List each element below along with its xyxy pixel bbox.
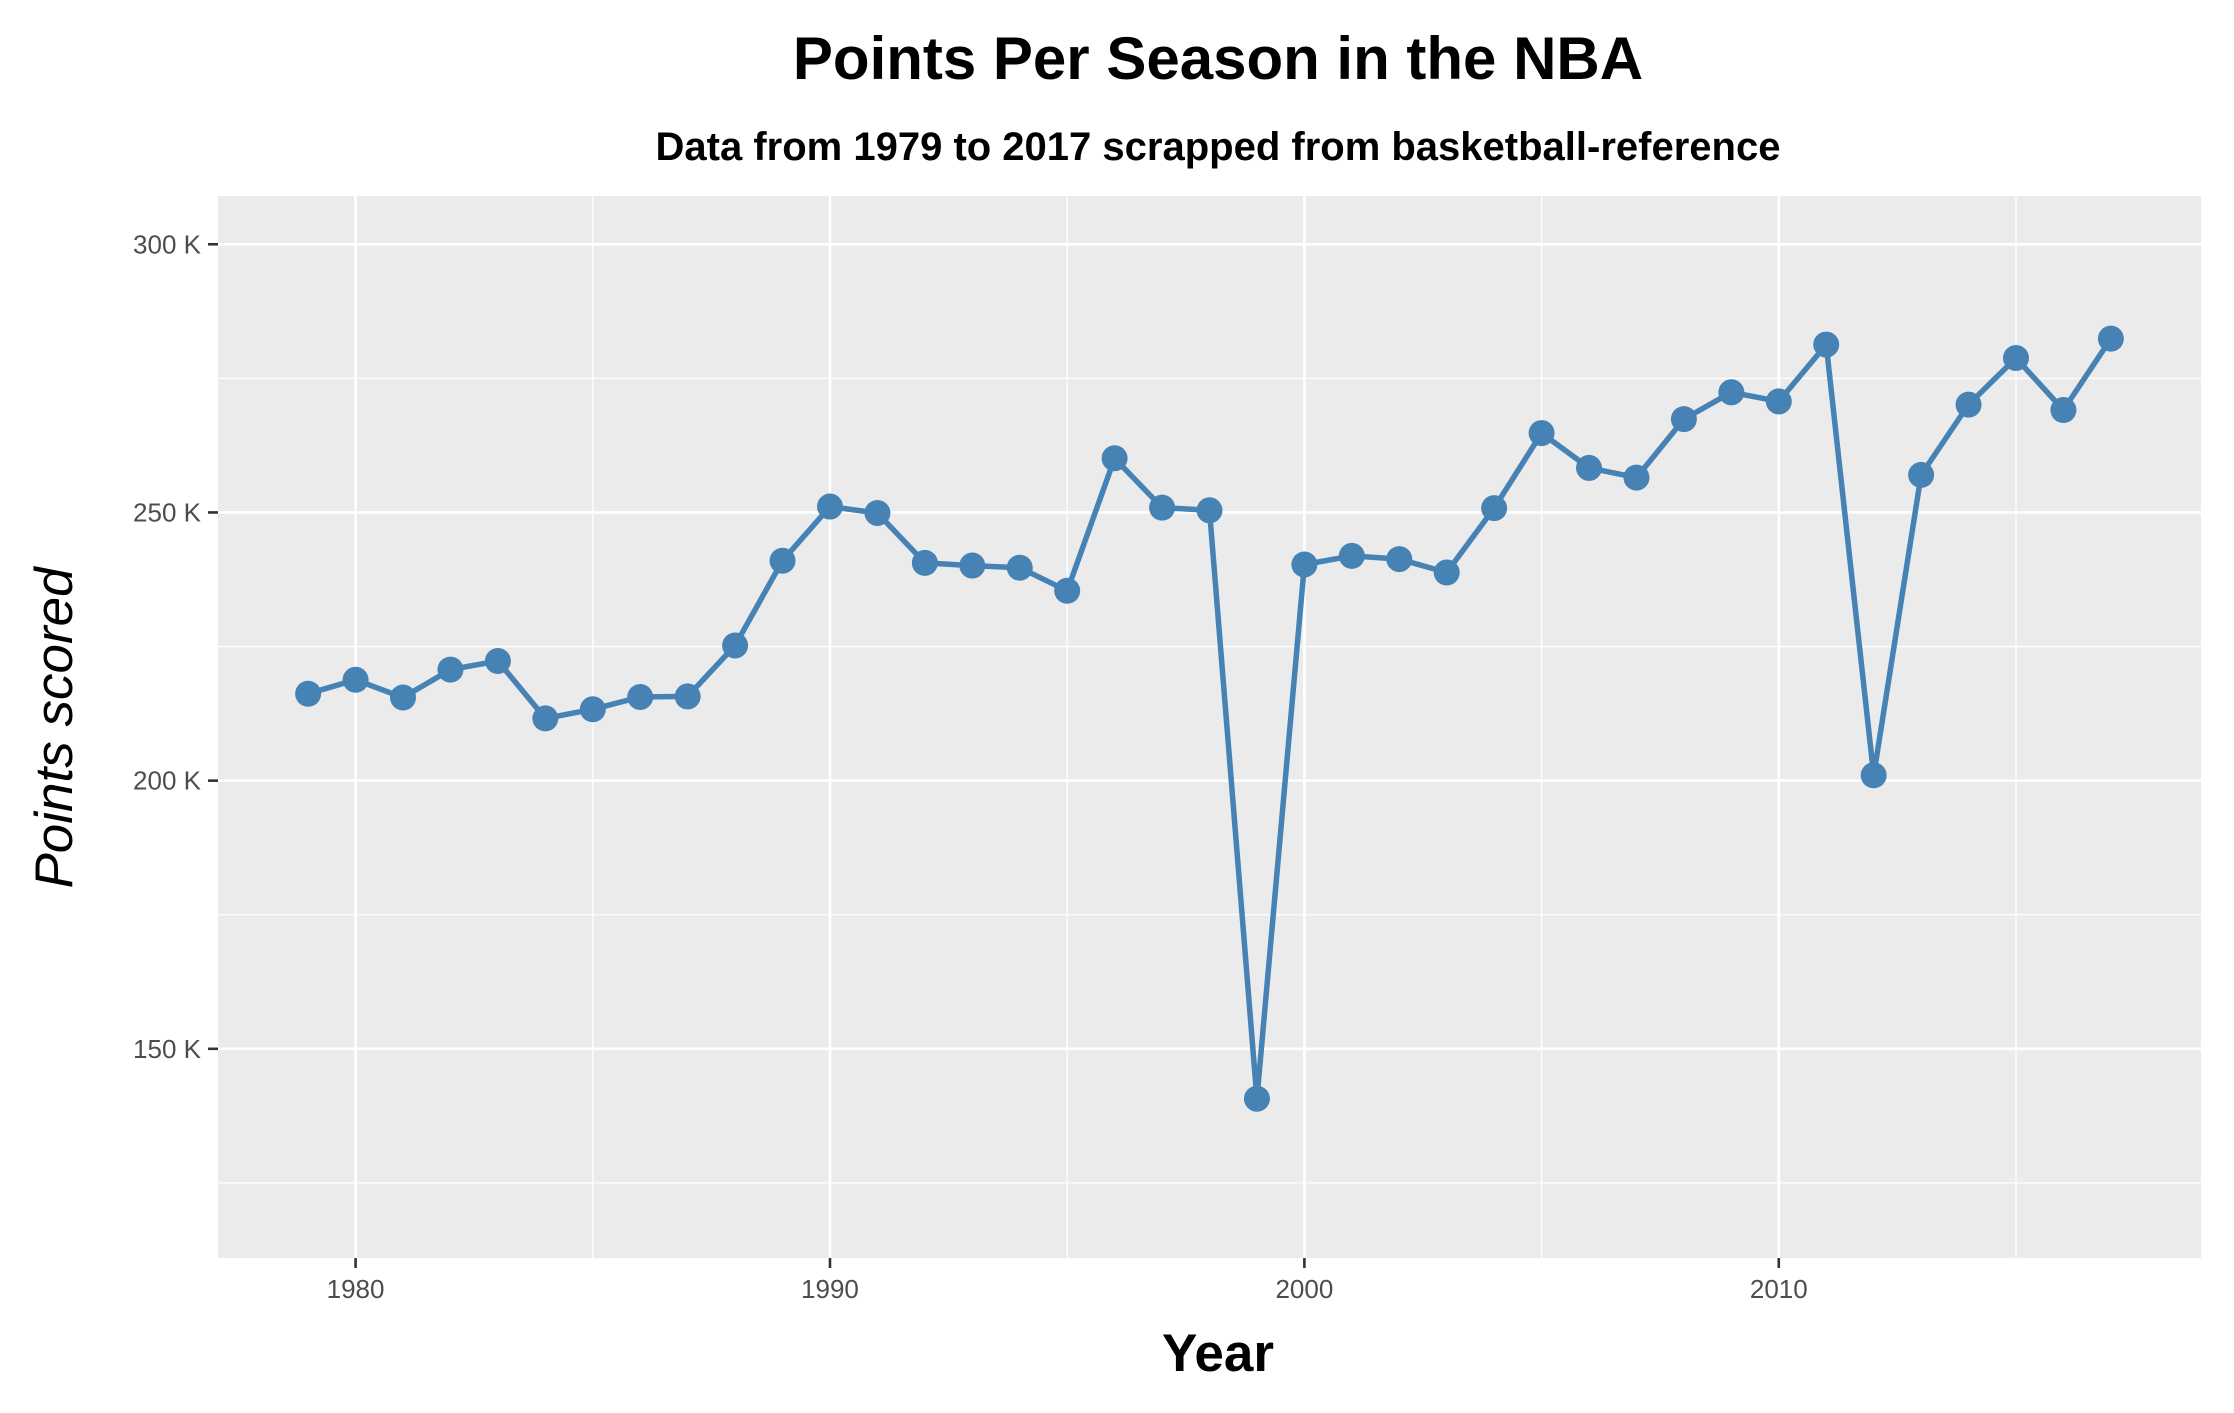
data-point [342, 666, 369, 693]
y-tick-label: 150 K [133, 1034, 202, 1064]
data-point [816, 493, 843, 520]
y-tick-labels: 150 K 200 K 250 K 300 K [133, 229, 202, 1064]
data-point [1149, 494, 1176, 521]
data-point [722, 632, 749, 659]
chart-subtitle: Data from 1979 to 2017 scrapped from bas… [656, 125, 1781, 169]
x-tick-labels: 1980 1990 2000 2010 [327, 1274, 1808, 1304]
data-point [390, 684, 417, 711]
data-point [1955, 391, 1982, 418]
data-point [1386, 546, 1413, 573]
data-point [911, 549, 938, 576]
data-point [1813, 331, 1840, 358]
chart-title: Points Per Season in the NBA [793, 25, 1643, 92]
data-point [627, 683, 654, 710]
data-point [769, 547, 796, 574]
data-point [1670, 406, 1697, 433]
y-tick-label: 300 K [133, 229, 202, 259]
x-tick-label: 2000 [1275, 1274, 1333, 1304]
data-point [295, 680, 322, 707]
y-tick-label: 200 K [133, 766, 202, 796]
data-point [1765, 388, 1792, 415]
axis-ticks [208, 242, 1781, 1268]
x-tick-label: 2010 [1750, 1274, 1808, 1304]
data-point [1101, 445, 1128, 472]
data-point [1196, 497, 1223, 524]
data-point [484, 648, 511, 675]
plot-panel [218, 196, 2201, 1258]
data-point [1433, 559, 1460, 586]
y-axis-title: Points scored [25, 566, 84, 889]
data-point [959, 552, 986, 579]
data-point [2050, 397, 2077, 424]
data-point [532, 705, 559, 732]
data-point [1054, 577, 1081, 604]
y-tick-label: 250 K [133, 497, 202, 527]
data-point [1481, 495, 1508, 522]
data-point [1576, 454, 1603, 481]
data-point [674, 683, 701, 710]
x-axis-title: Year [1162, 1324, 1274, 1383]
data-point [2002, 344, 2029, 371]
x-tick-label: 1980 [327, 1274, 385, 1304]
data-point [1338, 542, 1365, 569]
data-point [1006, 554, 1033, 581]
series-layer [295, 325, 2124, 1112]
minor-gridlines [218, 196, 2201, 1258]
data-point [2097, 325, 2124, 352]
data-point [1528, 420, 1555, 447]
data-point [1718, 379, 1745, 406]
data-point [1243, 1085, 1270, 1112]
data-point [1291, 551, 1318, 578]
x-tick-label: 1990 [801, 1274, 859, 1304]
data-point [579, 696, 606, 723]
data-point [1860, 762, 1887, 789]
data-point [1623, 464, 1650, 491]
data-point [864, 499, 891, 526]
data-point [437, 656, 464, 683]
data-point [1908, 461, 1935, 488]
